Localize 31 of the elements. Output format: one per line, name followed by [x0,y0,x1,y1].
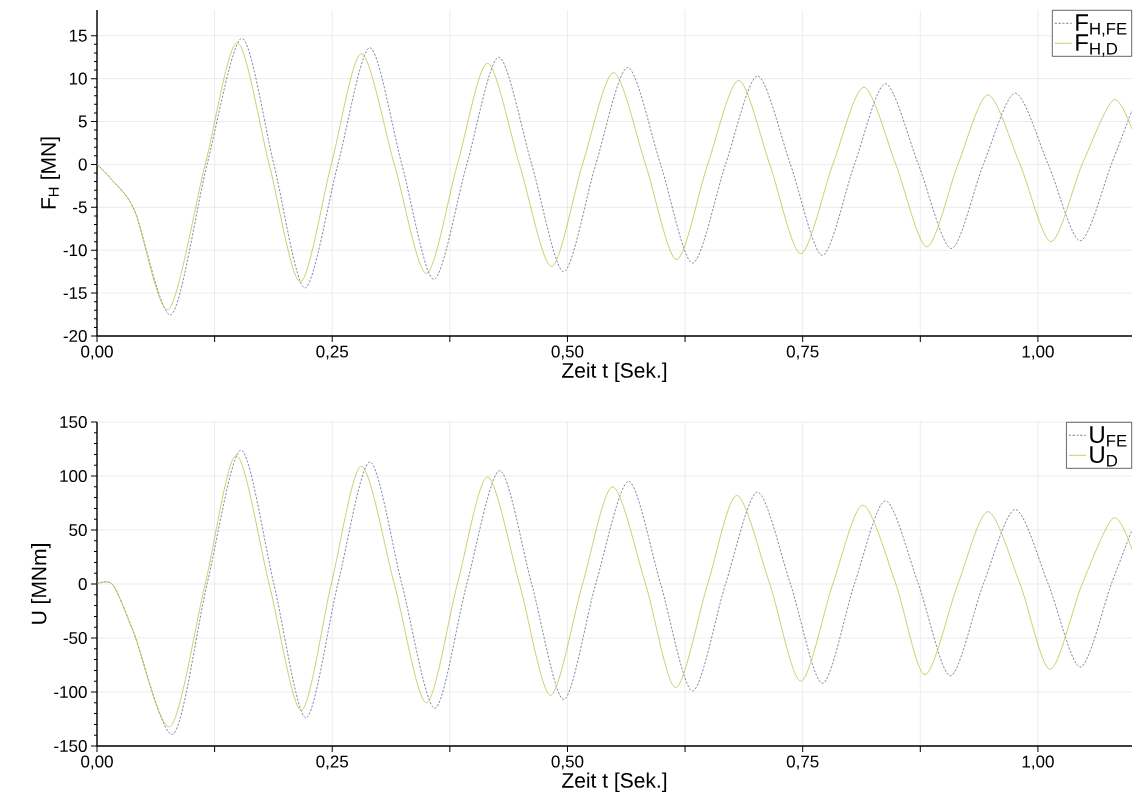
x-tick-label: 0,25 [316,755,349,770]
x-tick-label: 1,00 [1022,345,1054,360]
y-tick-label: 50 [69,523,87,537]
x-tick-label: 1,00 [1022,755,1054,770]
x-axis-title: Zeit t [Sek.] [562,362,667,383]
y-tick-label: -20 [63,329,87,343]
y-tick-label: 0 [78,158,87,171]
x-tick-label: 0,75 [786,755,819,770]
legend-label: U$_{FE}$ [1090,426,1127,447]
y-tick-label: -15 [63,287,87,300]
y-tick-label: -150 [54,739,87,753]
y-tick-label: -100 [54,685,87,699]
x-tick-label: 0,50 [551,345,584,360]
legend-label: U$_{D}$ [1090,446,1118,467]
y-tick-label: -10 [63,244,87,257]
y-tick-label: 100 [60,469,87,483]
y-tick-label: -50 [63,631,87,645]
x-tick-label: 0,00 [81,755,113,770]
y-tick-label: 15 [69,29,87,42]
y-axis-title: U [MNm] [31,544,51,624]
x-tick-label: 0,25 [316,345,349,360]
y-tick-label: 150 [60,415,87,429]
x-tick-label: 0,75 [786,345,819,360]
y-axis-title: F$_{H}$ [MN] [40,137,61,209]
x-tick-label: 0,00 [81,345,113,360]
x-axis-title: Zeit t [Sek.] [562,772,667,793]
y-tick-label: 0 [78,577,87,591]
y-tick-label: -5 [73,201,87,214]
y-tick-label: 5 [78,115,87,128]
x-tick-label: 0,50 [551,755,584,770]
y-tick-label: 10 [69,72,87,85]
